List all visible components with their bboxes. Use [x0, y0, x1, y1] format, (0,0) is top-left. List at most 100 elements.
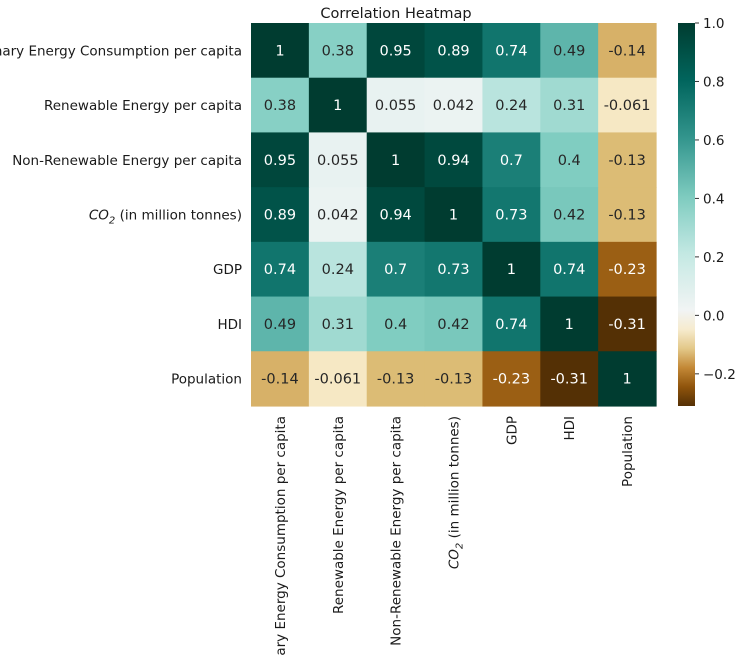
cell-annotation: 0.94: [380, 207, 412, 223]
heatmap-cell: [540, 351, 599, 407]
heatmap-cell: [424, 296, 484, 352]
heatmap-cell: [308, 187, 368, 243]
heatmap-cell: [540, 296, 599, 352]
heatmap-cell: [424, 23, 484, 79]
cell-annotation: 0.42: [437, 317, 469, 333]
colorbar-tick-label: 0.6: [703, 133, 724, 149]
heatmap-cell: [424, 187, 484, 243]
cell-annotation: 0.31: [322, 317, 354, 333]
cell-annotation: 0.7: [384, 262, 407, 278]
cell-annotation: 0.24: [495, 98, 527, 114]
heatmap-cell: [308, 241, 368, 298]
heatmap-cell: [251, 132, 310, 188]
heatmap-cell: [366, 351, 426, 407]
heatmap-cell: [424, 77, 484, 134]
heatmap-cell: [366, 241, 426, 298]
cell-annotation: -0.061: [314, 372, 361, 388]
cell-annotation: 0.89: [437, 43, 469, 59]
x-tick-label: GDP: [504, 416, 520, 445]
cell-annotation: 0.042: [433, 98, 475, 114]
heatmap-cell: [482, 77, 541, 134]
colorbar-gradient: [678, 23, 695, 406]
x-tick-label: Non-Renewable Energy per capita: [389, 416, 405, 646]
heatmap-cell: [482, 23, 541, 79]
cell-annotation: -0.23: [608, 262, 646, 278]
heatmap-cell: [251, 23, 310, 79]
heatmap-cell: [308, 132, 368, 188]
heatmap-cell: [598, 132, 657, 188]
cell-annotation: -0.14: [608, 43, 646, 59]
colorbar-tick-label: 0.2: [703, 250, 724, 266]
colorbar-tick-label: 0.4: [703, 191, 724, 207]
heatmap-cell: [482, 187, 541, 243]
heatmap-cell: [366, 77, 426, 134]
cell-annotation: -0.31: [550, 372, 588, 388]
heatmap-cell: [308, 77, 368, 134]
heatmap-cell: [482, 296, 541, 352]
x-tick-label: Renewable Energy per capita: [331, 416, 347, 614]
cell-annotation: 0.042: [317, 207, 359, 223]
cell-annotation: 1: [449, 207, 458, 223]
heatmap-cell: [424, 241, 484, 298]
cell-annotation: 0.42: [553, 207, 585, 223]
cell-annotation: -0.13: [608, 153, 646, 169]
cell-annotation: 0.24: [322, 262, 354, 278]
y-tick-label: Primary Energy Consumption per capita: [0, 43, 242, 59]
y-tick-label: GDP: [213, 262, 242, 278]
cell-annotation: 0.38: [322, 43, 354, 59]
cell-annotation: 0.89: [264, 207, 296, 223]
y-axis-labels: Primary Energy Consumption per capita Ren…: [0, 43, 242, 387]
heatmap-cell: [251, 351, 310, 407]
cell-annotation: -0.13: [608, 207, 646, 223]
heatmap-cell: [251, 187, 310, 243]
cell-annotation: -0.14: [261, 372, 299, 388]
cell-annotation: 0.31: [553, 98, 585, 114]
heatmap-cell: [251, 296, 310, 352]
cell-annotation: 0.74: [553, 262, 585, 278]
heatmap-cell: [308, 296, 368, 352]
cell-annotation: 0.94: [437, 153, 469, 169]
cell-annotation: 0.49: [553, 43, 585, 59]
cell-annotation: 0.74: [495, 43, 527, 59]
x-tick-label: CO2 (in million tonnes): [447, 416, 466, 569]
cell-annotation: 0.7: [500, 153, 523, 169]
heatmap-cell: [424, 132, 484, 188]
heatmap-cell: [251, 241, 310, 298]
heatmap-cell: [308, 23, 368, 79]
cell-annotation: 1: [507, 262, 516, 278]
y-tick-label: Population: [171, 372, 242, 388]
heatmap-cell: [482, 132, 541, 188]
chart-title: Correlation Heatmap: [320, 6, 471, 22]
cell-annotation: -0.13: [435, 372, 473, 388]
cell-annotation: 0.73: [495, 207, 527, 223]
cell-annotation: 0.74: [495, 317, 527, 333]
cell-annotation: -0.13: [377, 372, 415, 388]
heatmap-cells: 1 0.38 0.95 0.89 0.74 0.49 -0.14 0.38 1 0.055 0.04…: [251, 23, 657, 407]
colorbar: 1.0 0.8 0.6 0.4 0.2 0.0 −0.2: [678, 16, 736, 406]
heatmap-cell: [598, 23, 657, 79]
heatmap-cell: [540, 77, 599, 134]
cell-annotation: 0.4: [558, 153, 581, 169]
y-tick-label: Renewable Energy per capita: [44, 98, 242, 114]
cell-annotation: 1: [565, 317, 574, 333]
heatmap-cell: [366, 187, 426, 243]
cell-annotation: -0.23: [493, 372, 531, 388]
cell-annotation: 0.055: [317, 153, 359, 169]
heatmap-cell: [598, 351, 657, 407]
cell-annotation: 1: [333, 98, 342, 114]
heatmap-cell: [598, 187, 657, 243]
heatmap-cell: [540, 241, 599, 298]
x-tick-label: Primary Energy Consumption per capita: [273, 416, 289, 656]
y-tick-label: Non-Renewable Energy per capita: [12, 153, 242, 169]
y-tick-label: HDI: [217, 317, 242, 333]
heatmap-cell: [482, 241, 541, 298]
y-tick-label: CO2 (in million tonnes): [89, 207, 242, 226]
heatmap-cell: [598, 77, 657, 134]
cell-annotation: 0.4: [384, 317, 407, 333]
heatmap-cell: [540, 187, 599, 243]
heatmap-cell: [540, 23, 599, 79]
x-tick-label: Population: [620, 416, 636, 487]
cell-annotation: 1: [622, 372, 631, 388]
colorbar-tick-label: 0.8: [703, 74, 724, 90]
